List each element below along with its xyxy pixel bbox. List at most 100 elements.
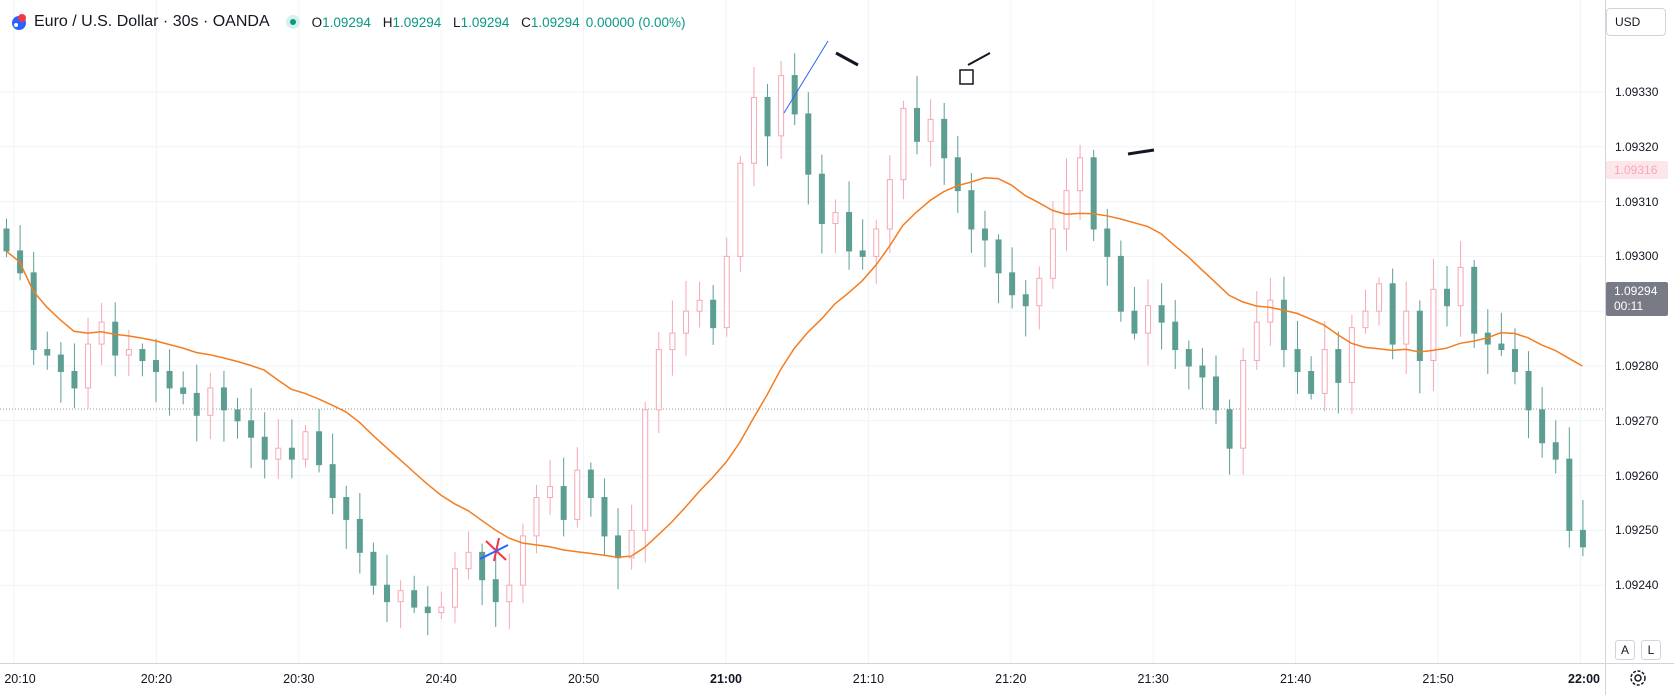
candle-body (995, 239, 1002, 274)
candle-body (1117, 255, 1124, 312)
price-scale[interactable] (1605, 0, 1674, 663)
time-label: 20:10 (4, 672, 36, 686)
candle-body (234, 409, 241, 422)
auto-scale-button[interactable]: A (1615, 640, 1635, 660)
candle-body (275, 447, 282, 460)
candle-body (1036, 277, 1043, 307)
candle-body (1362, 310, 1369, 329)
candle-body (1158, 305, 1165, 323)
candle-body (968, 190, 975, 230)
candle-body (1145, 305, 1152, 334)
price-label: 1.09280 (1615, 359, 1659, 373)
candle-body (696, 299, 703, 312)
candle-body (1471, 266, 1478, 334)
candle-body (1539, 409, 1546, 444)
time-scale[interactable] (0, 663, 1605, 695)
candle-body (139, 349, 146, 362)
currency-button[interactable]: USD (1606, 8, 1666, 36)
log-scale-button[interactable]: L (1641, 640, 1661, 660)
candle-body (1185, 349, 1192, 367)
candle-body (207, 387, 214, 416)
candle-body (615, 535, 622, 559)
close-value: 1.09294 (530, 14, 580, 30)
candle-body (166, 370, 173, 389)
gear-icon[interactable] (1628, 668, 1648, 688)
bar-countdown: 00:11 (1614, 299, 1644, 313)
candle-body (1022, 294, 1029, 307)
candle-body (1049, 228, 1056, 279)
candle-body (220, 387, 227, 411)
candle-body (261, 436, 268, 460)
candle-body (1579, 529, 1586, 548)
time-label: 22:00 (1568, 672, 1600, 686)
candle-body (1253, 321, 1260, 362)
candle-body (1403, 310, 1410, 345)
market-open-status-icon (285, 15, 300, 29)
candle-body (1444, 288, 1451, 307)
open-value: 1.09294 (322, 14, 371, 30)
time-label: 21:50 (1422, 672, 1454, 686)
candle-body (1199, 365, 1206, 378)
price-label: 1.09320 (1615, 139, 1659, 154)
moving-average-line (5, 177, 1583, 559)
candle-body (927, 118, 934, 142)
candle-body (1212, 376, 1219, 411)
candle-body (1552, 442, 1559, 460)
candle-body (655, 349, 662, 411)
candle-body (370, 551, 377, 586)
time-label: 21:00 (710, 672, 742, 686)
time-label: 21:10 (852, 672, 885, 686)
candle-body (1308, 370, 1315, 394)
scale-corner (1605, 663, 1674, 695)
drawing-rectangle (959, 69, 974, 85)
last-price-value: 1.09294 (1614, 284, 1658, 298)
candle-body (397, 590, 404, 603)
price-chart[interactable] (0, 0, 1605, 663)
candle-body (873, 228, 880, 257)
candle-body (438, 606, 445, 614)
candle-body (451, 568, 458, 608)
candle-body (1267, 299, 1274, 323)
price-label: 1.09270 (1615, 413, 1659, 428)
high-value: 1.09294 (392, 14, 442, 30)
time-label: 20:20 (140, 672, 173, 686)
candle-body (900, 107, 907, 181)
drawing-line-mark-2 (967, 52, 991, 66)
chart-pane[interactable]: Euro / U.S. Dollar · 30s · OANDA O1.0929… (0, 0, 1605, 663)
candle-body (886, 179, 893, 230)
candle-body (302, 431, 309, 460)
candle-body (1376, 283, 1383, 312)
candle-body (1566, 458, 1573, 531)
candle-body (1226, 409, 1233, 449)
open-key: O (311, 14, 323, 30)
candle-body (3, 228, 10, 252)
candle-body (248, 420, 255, 438)
candle-body (846, 212, 853, 252)
candle-body (1416, 310, 1423, 362)
candle-body (981, 228, 988, 241)
candle-body (642, 409, 649, 531)
drawing-trend-line (783, 40, 829, 114)
change-value: 0.00000 (0.00%) (585, 14, 686, 30)
candle-body (1335, 349, 1342, 383)
candle-body (85, 343, 92, 389)
candle-body (152, 360, 159, 372)
candle-body (112, 321, 119, 356)
candles-layer (3, 53, 1586, 636)
candle-body (1009, 272, 1016, 296)
candle-body (587, 469, 594, 499)
time-label: 20:40 (425, 672, 457, 686)
candle-body (384, 584, 391, 603)
candle-body (125, 349, 132, 356)
candle-body (859, 250, 866, 257)
time-label: 21:40 (1279, 672, 1312, 686)
symbol-title[interactable]: Euro / U.S. Dollar · 30s · OANDA (34, 13, 270, 30)
price-label: 1.09240 (1615, 578, 1659, 593)
candle-body (1280, 299, 1287, 351)
candle-body (764, 96, 771, 137)
candle-body (1457, 266, 1464, 307)
cross-mark-red-2 (493, 537, 500, 562)
candle-body (479, 551, 486, 581)
candle-body (750, 96, 757, 164)
candle-body (1525, 370, 1532, 411)
